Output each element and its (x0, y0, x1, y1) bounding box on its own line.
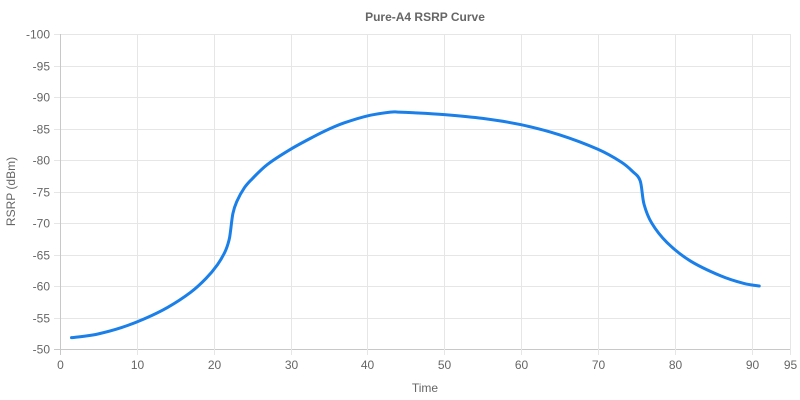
rsrp-series-line (70, 110, 761, 340)
y-tick-label: -80 (33, 154, 51, 168)
chart-title: Pure-A4 RSRP Curve (365, 10, 485, 24)
y-tick-label: -95 (33, 60, 51, 74)
y-tick-label: -65 (33, 249, 51, 263)
x-tick-label: 60 (515, 358, 529, 372)
y-tick-label: -60 (33, 280, 51, 294)
y-tick-label: -100 (26, 28, 50, 42)
x-tick-label: 10 (131, 358, 145, 372)
y-tick-label: -85 (33, 123, 51, 137)
x-tick-label: 70 (592, 358, 606, 372)
x-tick-label: 0 (57, 358, 64, 372)
x-tick-label: 80 (669, 358, 683, 372)
tick-labels: -100 -95 -90 -85 -80 -75 -70 -65 -60 -55 -50 0 10 20 3… (26, 28, 798, 373)
x-axis-title: Time (412, 381, 439, 395)
x-tick-label: 95 (784, 358, 798, 372)
grid (54, 34, 791, 355)
y-tick-label: -90 (33, 91, 51, 105)
x-tick-label: 40 (361, 358, 375, 372)
y-axis-title: RSRP (dBm) (4, 157, 18, 226)
x-tick-label: 90 (746, 358, 760, 372)
y-tick-label: -70 (33, 217, 51, 231)
y-tick-label: -75 (33, 186, 51, 200)
x-tick-label: 20 (208, 358, 222, 372)
x-tick-label: 50 (438, 358, 452, 372)
y-tick-label: -55 (33, 312, 51, 326)
y-tick-label: -50 (33, 343, 51, 357)
series-layer (70, 110, 761, 340)
x-tick-label: 30 (285, 358, 299, 372)
